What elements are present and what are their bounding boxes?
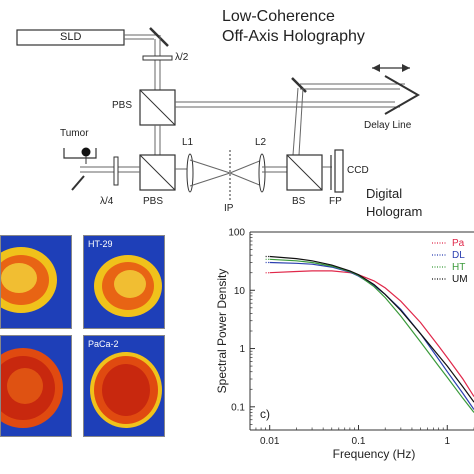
y-tick-label-1: 10 — [234, 286, 246, 297]
quarter-wave-label: λ/4 — [100, 196, 114, 207]
x-tick-label-0: 0.01 — [260, 436, 280, 447]
bs-label: BS — [292, 196, 306, 207]
series-line-ht — [269, 258, 474, 413]
mirror-delay-return — [291, 77, 307, 93]
legend-label-dl: DL — [452, 250, 465, 261]
half-wave-label: λ/2 — [175, 52, 189, 63]
image-panel-bottom-left-map — [1, 336, 71, 436]
beam-ref-down-a — [292, 87, 299, 156]
half-wave-plate — [142, 55, 173, 61]
l2-label: L2 — [255, 137, 267, 148]
ccd-label: CCD — [347, 165, 369, 176]
image-panel-ht29: HT-29 — [83, 235, 165, 329]
image-panel-ht29-map — [84, 236, 164, 328]
beam-focus-a — [189, 159, 231, 174]
quarter-wave-plate — [113, 156, 119, 186]
series-line-um — [269, 255, 474, 403]
fp-label: FP — [329, 196, 342, 207]
sld-label: SLD — [60, 31, 82, 43]
series-line-pa — [269, 270, 474, 397]
x-axis-label: Frequency (Hz) — [333, 447, 416, 461]
delay-arrow-left-head — [372, 64, 380, 72]
x-tick-label-2: 1 — [444, 436, 450, 447]
optical-setup-diagram — [16, 27, 421, 200]
image-panel-top-left-map — [1, 236, 71, 328]
tumor-label: Tumor — [60, 128, 89, 139]
image-panel-ht29-label: HT-29 — [88, 239, 113, 249]
diagram-title-line-1: Low-Coherence — [222, 8, 335, 25]
digital-hologram-label-2: Hologram — [366, 204, 423, 219]
beam-expand-b — [229, 172, 263, 187]
y-tick-label-3: 0.1 — [231, 402, 245, 413]
legend-label-um: UM — [452, 274, 468, 285]
x-tick-label-1: 0.1 — [352, 436, 366, 447]
beam-ref-down-b — [298, 87, 304, 156]
tumor-holder — [63, 148, 97, 159]
image-panel-bottom-left — [0, 335, 72, 437]
image-panel-paca2-label: PaCa-2 — [88, 339, 119, 349]
sld-source-box — [16, 29, 125, 46]
legend-label-ht: HT — [452, 262, 465, 273]
beam-focus-b — [189, 172, 231, 187]
tumor-sample — [81, 147, 91, 157]
pbs-top-diagonal — [139, 89, 176, 126]
y-tick-label-0: 100 — [228, 228, 245, 239]
pbs-top-label: PBS — [112, 100, 133, 111]
image-panel-paca2-map — [84, 336, 164, 436]
pbs-bottom-label: PBS — [143, 196, 164, 207]
image-panel-top-left — [0, 235, 72, 329]
beam-expand-a — [229, 159, 263, 174]
pbs-bottom-diagonal — [139, 154, 176, 191]
ip-label: IP — [224, 203, 234, 214]
tumor-mirror — [71, 175, 85, 191]
y-axis-label: Spectral Power Density — [215, 269, 229, 394]
lens-l2 — [258, 153, 266, 193]
diagram-title-line-2: Off-Axis Holography — [222, 28, 365, 45]
y-tick-label-2: 1 — [239, 344, 245, 355]
delay-line-label: Delay Line — [364, 120, 412, 131]
l1-label: L1 — [182, 137, 194, 148]
bs-diagonal — [286, 154, 323, 191]
mirror-top — [149, 27, 169, 47]
image-panel-paca2: PaCa-2 — [83, 335, 165, 437]
ccd-sensor — [334, 149, 344, 193]
panel-label-c: c) — [260, 407, 270, 421]
digital-hologram-label-1: Digital — [366, 186, 403, 201]
legend-label-pa: Pa — [452, 238, 465, 249]
delay-arrow-right-head — [402, 64, 410, 72]
lens-l1 — [186, 153, 194, 193]
delay-line-roof-mirror — [384, 75, 421, 115]
